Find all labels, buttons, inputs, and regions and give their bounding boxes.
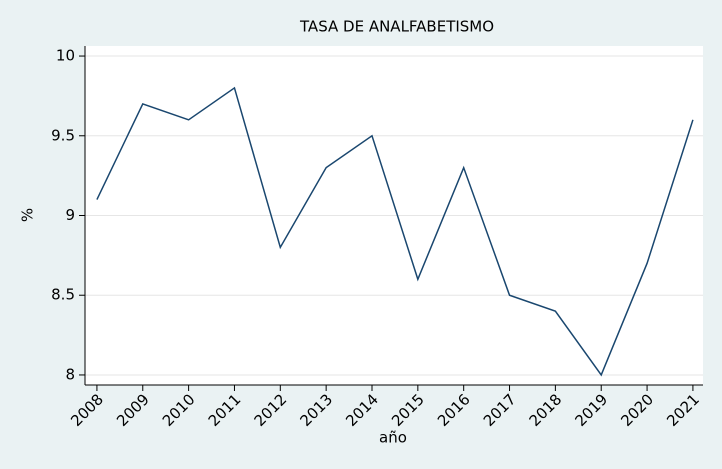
y-tick-label: 9: [65, 206, 75, 224]
x-axis-label: año: [379, 429, 407, 447]
chart-title: TASA DE ANALFABETISMO: [299, 18, 494, 36]
y-tick-label: 8: [65, 365, 75, 383]
y-axis-label: %: [19, 208, 37, 222]
y-tick-label: 9.5: [51, 126, 75, 144]
data-line: [96, 86, 694, 377]
y-tick-label: 10: [56, 47, 75, 65]
y-tick-label: 8.5: [51, 286, 75, 304]
